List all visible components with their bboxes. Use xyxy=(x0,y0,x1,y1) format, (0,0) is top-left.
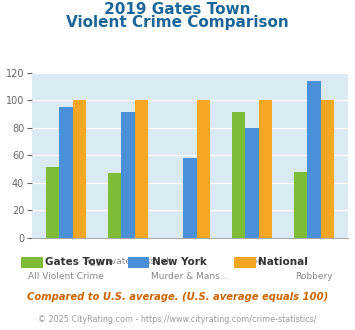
Bar xyxy=(245,128,258,238)
Bar xyxy=(73,100,86,238)
Bar xyxy=(135,100,148,238)
Text: Compared to U.S. average. (U.S. average equals 100): Compared to U.S. average. (U.S. average … xyxy=(27,292,328,302)
Text: Violent Crime Comparison: Violent Crime Comparison xyxy=(66,15,289,30)
Bar xyxy=(59,107,73,238)
Bar xyxy=(183,158,197,238)
Bar xyxy=(258,100,272,238)
Text: Murder & Mans...: Murder & Mans... xyxy=(151,272,229,281)
Text: Gates Town: Gates Town xyxy=(45,257,113,267)
Text: National: National xyxy=(258,257,308,267)
Bar xyxy=(321,100,334,238)
Text: Rape: Rape xyxy=(240,257,263,266)
Bar xyxy=(197,100,210,238)
Bar xyxy=(121,113,135,238)
Text: 2019 Gates Town: 2019 Gates Town xyxy=(104,2,251,16)
Bar xyxy=(307,81,321,238)
Text: Robbery: Robbery xyxy=(295,272,333,281)
Text: New York: New York xyxy=(152,257,207,267)
Text: All Violent Crime: All Violent Crime xyxy=(28,272,104,281)
Bar xyxy=(46,167,59,238)
Bar xyxy=(294,172,307,238)
Bar xyxy=(232,113,245,238)
Text: © 2025 CityRating.com - https://www.cityrating.com/crime-statistics/: © 2025 CityRating.com - https://www.city… xyxy=(38,315,317,324)
Text: Aggravated Assault: Aggravated Assault xyxy=(84,257,172,266)
Bar xyxy=(108,173,121,238)
